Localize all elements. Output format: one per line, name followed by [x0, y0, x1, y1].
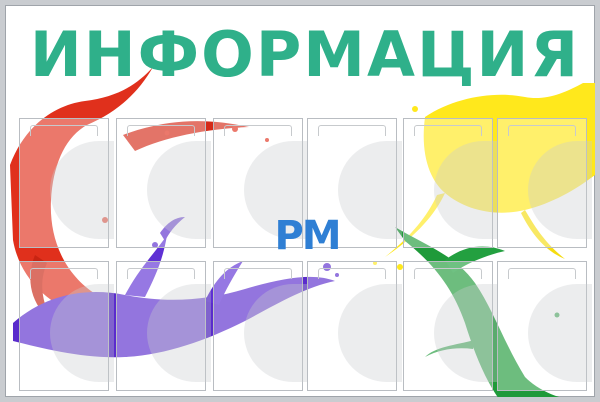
board-title: ИНФОРМАЦИЯ	[29, 18, 581, 91]
document-pocket[interactable]	[403, 118, 498, 248]
document-pocket[interactable]	[403, 261, 498, 391]
green-paint-splash	[395, 227, 560, 397]
rm-logo: РМ	[274, 213, 341, 259]
document-pocket[interactable]	[19, 261, 114, 391]
document-pocket[interactable]	[497, 261, 592, 391]
document-pocket[interactable]	[19, 118, 114, 248]
red-paint-splash	[10, 67, 220, 329]
paint-splashes	[10, 67, 595, 397]
document-pocket[interactable]	[213, 118, 308, 248]
document-pocket[interactable]	[213, 261, 308, 391]
document-pocket[interactable]	[116, 118, 211, 248]
document-pocket[interactable]	[497, 118, 592, 248]
document-pocket[interactable]	[307, 118, 402, 248]
document-pocket[interactable]	[116, 261, 211, 391]
purple-paint-splash	[13, 276, 335, 358]
document-pocket[interactable]	[307, 261, 402, 391]
yellow-paint-splash	[423, 83, 595, 213]
